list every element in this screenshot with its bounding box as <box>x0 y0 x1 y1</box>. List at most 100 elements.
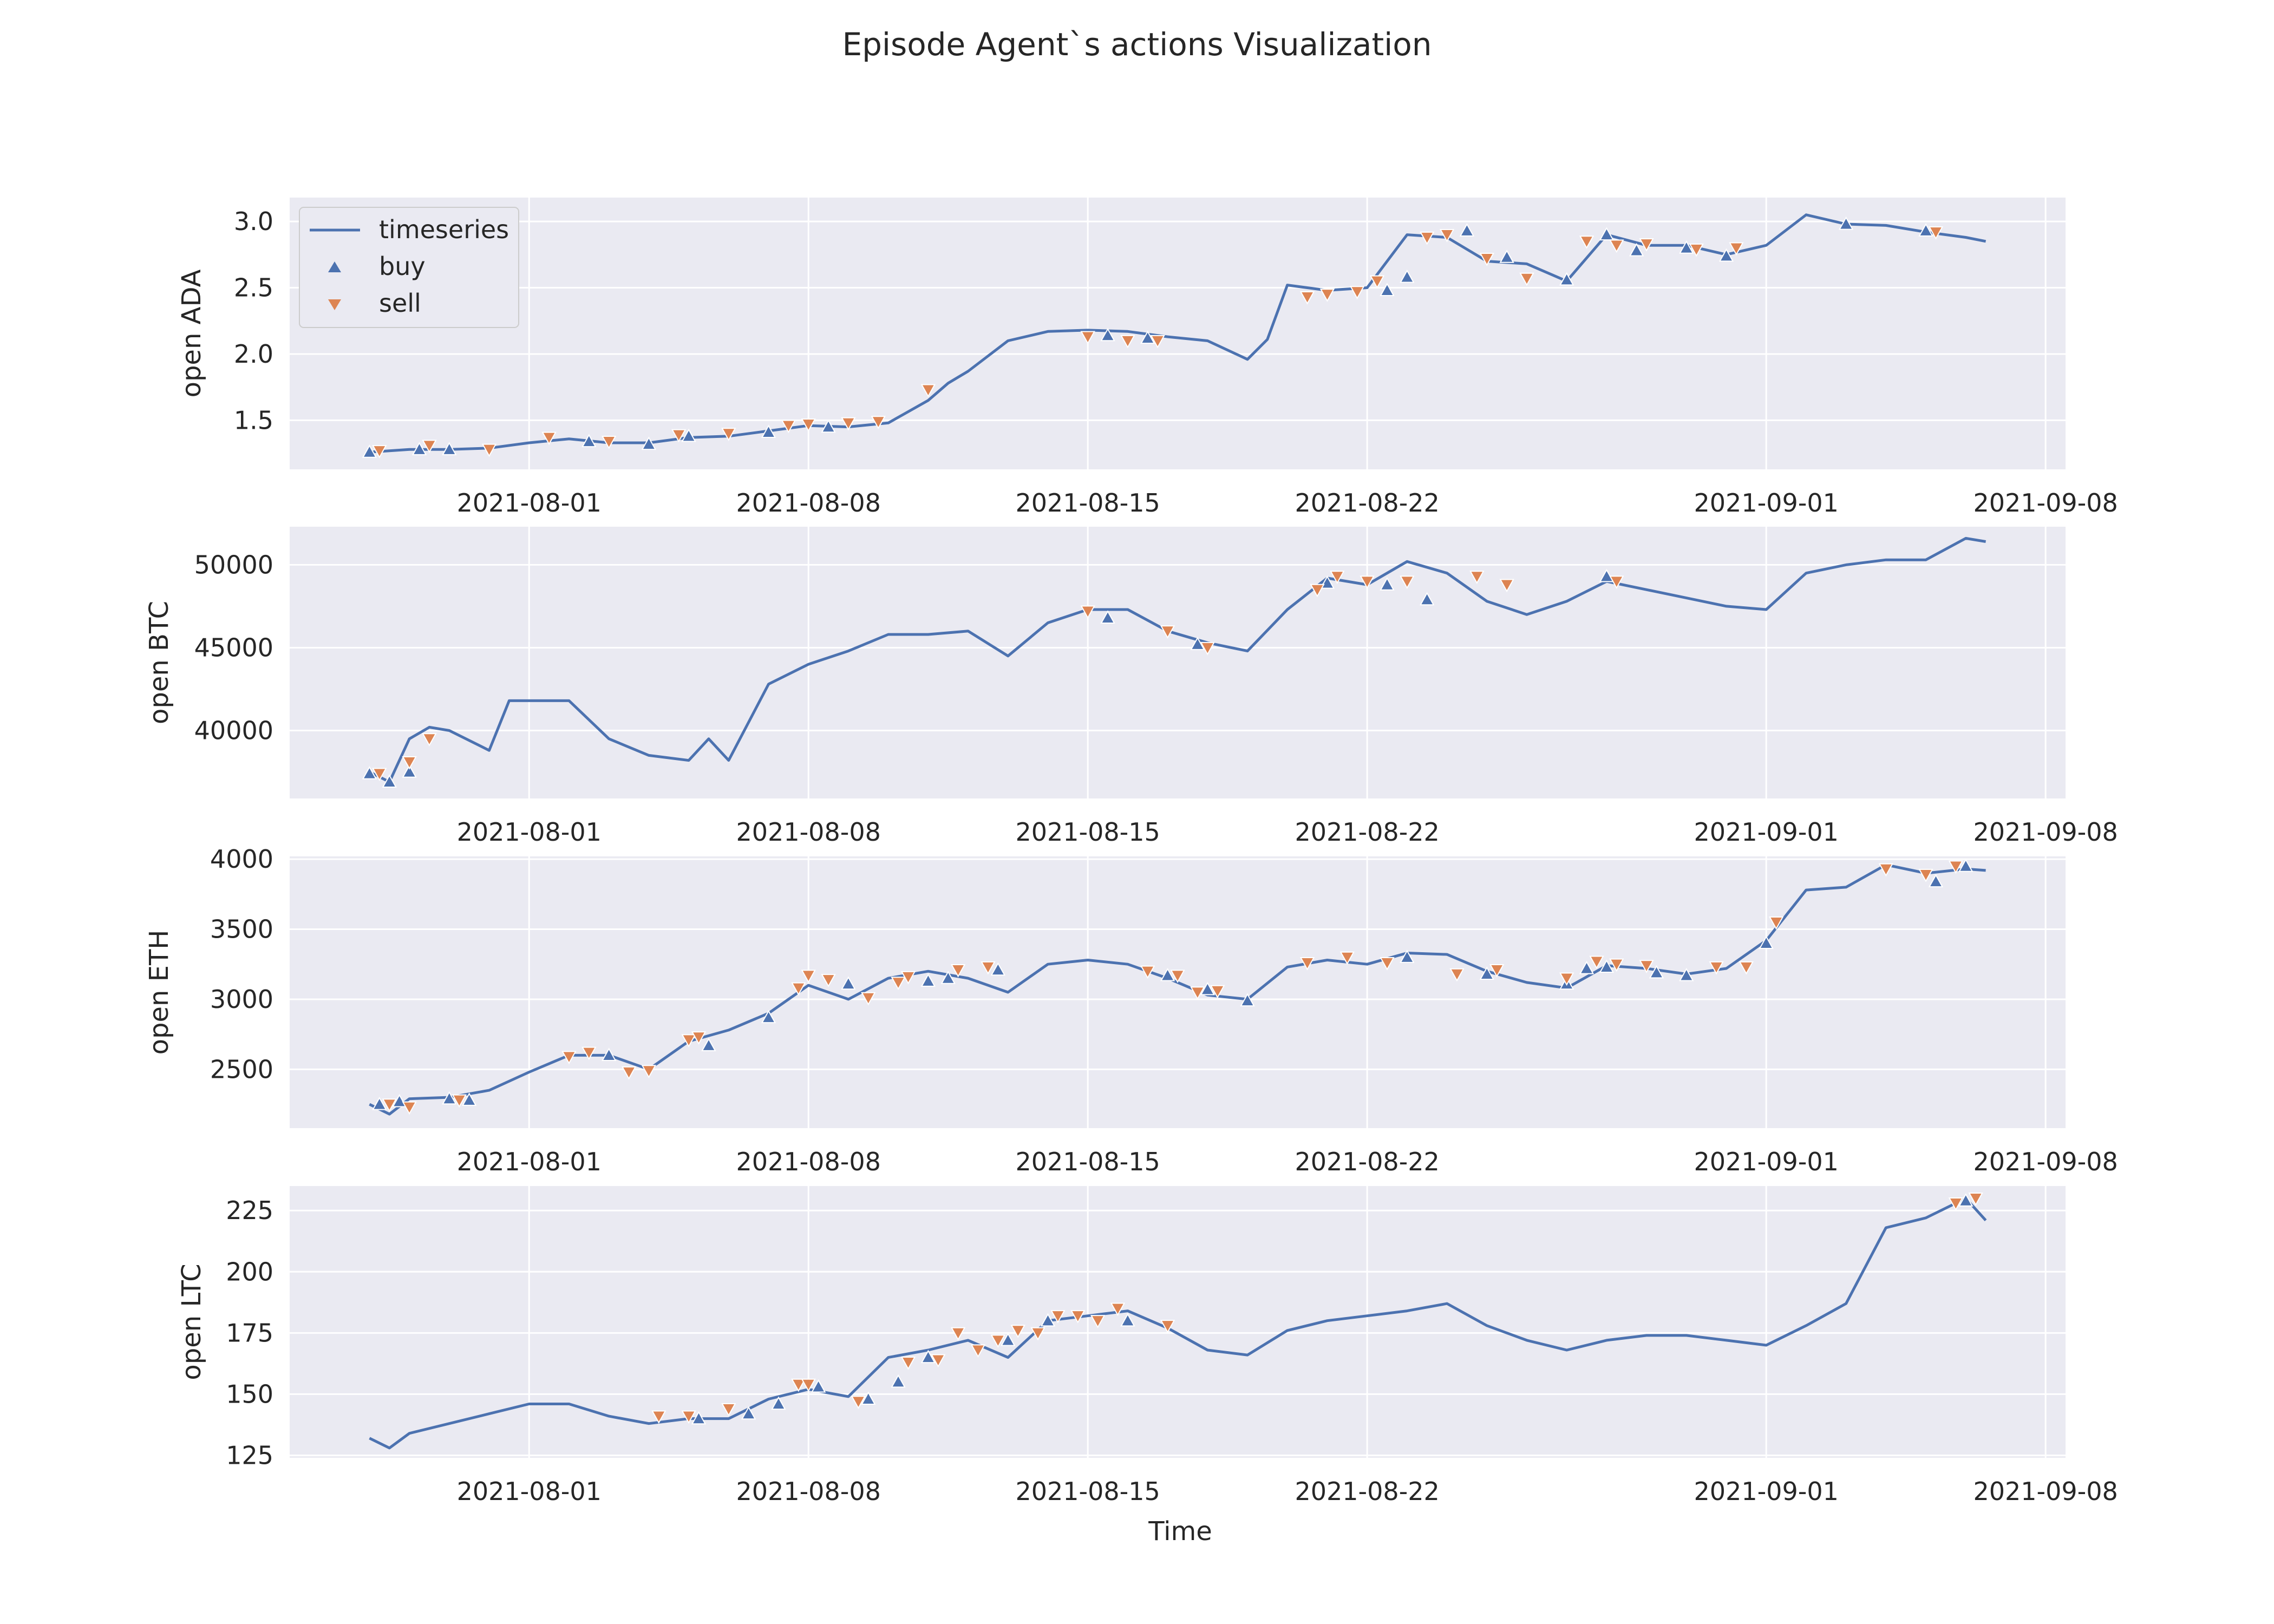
y-tick-label: 125 <box>226 1440 273 1470</box>
y-tick-label: 2.0 <box>234 339 273 369</box>
sell-marker <box>1080 605 1095 619</box>
buy-marker <box>920 1350 936 1364</box>
sell-marker <box>990 1334 1006 1348</box>
buy-marker <box>1629 243 1644 257</box>
buy-marker <box>581 434 597 448</box>
buy-marker <box>362 444 377 458</box>
x-tick-label: 2021-08-01 <box>457 817 602 847</box>
buy-marker <box>1120 1313 1135 1327</box>
sell-marker <box>541 431 557 446</box>
sell-marker <box>1878 863 1894 877</box>
buy-marker <box>811 1379 826 1393</box>
sell-marker <box>681 1034 696 1048</box>
sell-marker <box>681 1410 696 1424</box>
buy-marker <box>1400 949 1415 963</box>
sell-marker <box>601 435 617 449</box>
legend-box <box>299 207 519 328</box>
sell-marker <box>950 1327 966 1341</box>
buy-marker <box>990 962 1006 976</box>
x-tick-label: 2021-09-01 <box>1694 1477 1839 1506</box>
buy-marker <box>1190 637 1205 650</box>
x-tick-label: 2021-08-15 <box>1015 488 1160 518</box>
x-tick-label: 2021-09-08 <box>1973 488 2118 518</box>
sell-marker <box>900 1357 916 1370</box>
buy-marker <box>1100 610 1115 624</box>
sell-marker <box>1030 1327 1045 1341</box>
y-tick-label: 150 <box>226 1379 273 1409</box>
sell-marker <box>691 1031 707 1045</box>
sell-marker <box>452 1094 467 1108</box>
sell-marker <box>1299 291 1315 305</box>
sell-marker <box>1369 275 1385 289</box>
buy-marker <box>1459 223 1475 237</box>
buy-marker <box>1958 1193 1974 1207</box>
x-tick-label: 2021-08-08 <box>736 1147 881 1176</box>
sell-marker <box>372 445 387 459</box>
sell-marker <box>422 440 437 453</box>
x-tick-label: 2021-08-01 <box>457 488 602 518</box>
buy-marker <box>1579 960 1595 974</box>
sell-marker <box>801 418 816 432</box>
buy-marker <box>821 419 836 433</box>
sell-marker <box>1070 1310 1086 1324</box>
sell-marker <box>1160 625 1175 639</box>
x-tick-label: 2021-08-01 <box>457 1477 602 1506</box>
buy-marker <box>691 1411 707 1425</box>
sell-marker <box>841 417 856 431</box>
x-tick-label: 2021-09-08 <box>1973 1477 2118 1506</box>
buy-marker <box>681 428 696 442</box>
sell-marker <box>1609 575 1624 590</box>
buy-marker <box>1559 272 1574 286</box>
sell-marker <box>1050 1310 1066 1324</box>
buy-marker <box>442 1091 457 1105</box>
sell-marker <box>581 1046 597 1060</box>
sell-marker <box>1299 957 1315 971</box>
sell-marker <box>1210 985 1225 999</box>
x-tick-label: 2021-08-22 <box>1295 1147 1439 1176</box>
buy-marker <box>1001 1332 1016 1346</box>
x-tick-label: 2021-09-01 <box>1694 817 1839 847</box>
x-tick-label: 2021-08-15 <box>1015 1147 1160 1176</box>
sell-marker <box>382 1098 397 1112</box>
buy-marker <box>1200 981 1215 996</box>
buy-marker <box>1380 577 1395 591</box>
y-axis-label: open ETH <box>144 930 174 1055</box>
sell-marker <box>1968 1193 1983 1206</box>
x-tick-label: 2021-08-08 <box>736 488 881 518</box>
sell-marker <box>1380 957 1395 971</box>
series-line-timeseries <box>369 536 1987 783</box>
sell-marker <box>931 1354 946 1368</box>
sell-marker <box>791 1378 806 1392</box>
sell-marker <box>1310 584 1325 598</box>
sell-marker <box>1948 860 1964 874</box>
y-tick-label: 200 <box>226 1257 273 1286</box>
sell-marker <box>851 1396 866 1410</box>
sell-marker <box>1090 1315 1106 1328</box>
x-tick-label: 2021-09-01 <box>1694 1147 1839 1176</box>
buy-marker <box>461 1092 477 1106</box>
sell-marker <box>1579 235 1595 249</box>
buy-marker <box>940 971 956 984</box>
sell-marker <box>402 1101 417 1115</box>
buy-marker <box>1679 240 1694 254</box>
legend: timeseries buy sell <box>299 207 519 328</box>
legend-sell-swatch <box>328 299 341 310</box>
sell-marker <box>1360 575 1375 590</box>
subplot-open-btc: 2021-08-01 2021-08-08 2021-08-15 2021-08-22… <box>144 527 2118 847</box>
buy-marker <box>1679 967 1694 981</box>
y-axis-label: open ADA <box>177 269 207 397</box>
sell-marker <box>721 428 736 441</box>
buy-marker <box>1240 993 1255 1007</box>
sell-marker <box>1010 1325 1025 1338</box>
sell-marker <box>1080 331 1095 345</box>
buy-marker <box>1599 959 1615 973</box>
buy-marker <box>442 442 457 455</box>
plot-background <box>290 198 2066 469</box>
buy-marker <box>1160 967 1175 981</box>
sell-marker <box>1729 242 1744 256</box>
buy-marker <box>1479 966 1494 980</box>
sell-marker <box>1439 228 1455 243</box>
buy-marker <box>1649 965 1664 979</box>
sell-marker <box>891 977 906 990</box>
